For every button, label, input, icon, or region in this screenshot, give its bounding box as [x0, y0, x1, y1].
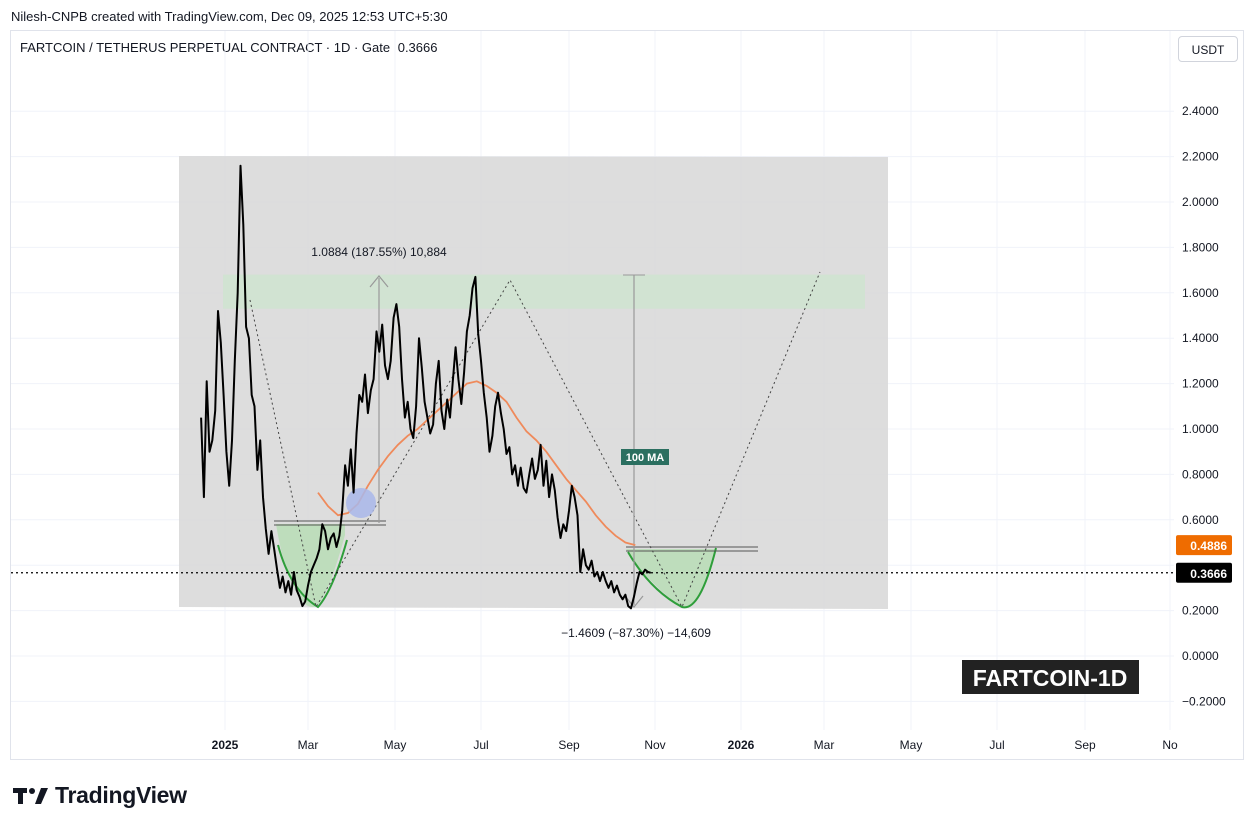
x-tick-label: Mar	[814, 738, 835, 752]
y-tick-label: 0.8000	[1182, 467, 1219, 481]
x-tick-label: May	[900, 738, 923, 752]
x-tick-label: May	[384, 738, 407, 752]
x-tick-label: Sep	[1074, 738, 1096, 752]
x-tick-label: Sep	[558, 738, 580, 752]
y-tick-label: 0.2000	[1182, 604, 1219, 618]
target-zone	[223, 274, 865, 309]
last-price-badge-label: 0.3666	[1190, 567, 1227, 581]
y-tick-label: −0.2000	[1182, 694, 1226, 708]
last-price-badge	[1176, 562, 1232, 583]
x-tick-label: Mar	[298, 738, 319, 752]
y-tick-label: 1.6000	[1182, 286, 1219, 300]
symbol-name: FARTCOIN / TETHERUS PERPETUAL CONTRACT ·…	[20, 40, 391, 55]
y-tick-label: 1.2000	[1182, 377, 1219, 391]
x-tick-label: Jul	[473, 738, 488, 752]
tradingview-logo-icon	[13, 787, 48, 804]
tradingview-logo-text: TradingView	[55, 782, 187, 808]
measure-up-arrowhead	[369, 275, 389, 288]
y-tick-label: 1.0000	[1182, 422, 1219, 436]
symbol-price: 0.3666	[397, 40, 438, 55]
measure-up-label: 1.0884 (187.55%) 10,884	[311, 245, 447, 259]
x-tick-label: 2025	[212, 738, 239, 752]
x-tick-label: Nov	[644, 738, 665, 752]
x-tick-label: 2026	[728, 738, 755, 752]
y-tick-label: 0.6000	[1182, 513, 1219, 527]
y-tick-label: 1.4000	[1182, 331, 1219, 345]
chart-credit: Nilesh-CNPB created with TradingView.com…	[11, 9, 448, 24]
measure-down-arrowhead	[624, 595, 644, 608]
series-ma-100-line	[317, 380, 636, 546]
ma-label-text: 100 MA	[626, 452, 665, 464]
cup-fill-right	[626, 549, 715, 607]
tradingview-brand: TradingView	[13, 782, 187, 809]
y-tick-label: 2.0000	[1182, 195, 1219, 209]
y-tick-label: 2.4000	[1182, 104, 1219, 118]
ma-price-badge-label: 0.4886	[1190, 539, 1227, 553]
x-tick-label: Jul	[989, 738, 1004, 752]
cup-curve-left	[277, 539, 348, 609]
y-tick-label: 1.8000	[1182, 240, 1219, 254]
watermark-text: FARTCOIN-1D	[973, 665, 1128, 691]
ma-price-badge	[1176, 535, 1232, 556]
chart-frame	[10, 30, 1244, 760]
symbol-title: FARTCOIN / TETHERUS PERPETUAL CONTRACT ·…	[20, 40, 437, 55]
currency-button[interactable]: USDT	[1178, 36, 1238, 62]
highlight-dot	[346, 488, 376, 518]
watermark-box	[962, 660, 1139, 694]
ma-label-box	[621, 449, 669, 465]
measure-down-label: −1.4609 (−87.30%) −14,609	[561, 626, 711, 640]
y-tick-label: 0.0000	[1182, 649, 1219, 663]
x-tick-label: No	[1162, 738, 1178, 752]
y-tick-label: 2.2000	[1182, 150, 1219, 164]
series-price-line	[200, 164, 652, 610]
